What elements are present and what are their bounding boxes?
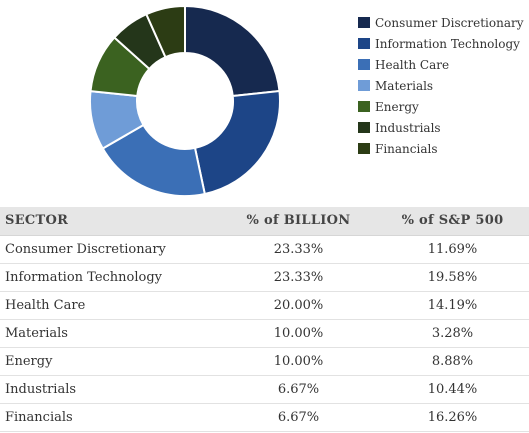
pct-sp500-value: 3.28% [376, 319, 529, 348]
sector-name: Consumer Discretionary [0, 235, 221, 264]
sector-name: Energy [0, 347, 221, 376]
column-header-pct-billion: % of BILLION [221, 207, 376, 236]
table-row: Financials 6.67% 16.26% [0, 403, 529, 432]
table-row: Health Care 20.00% 14.19% [0, 291, 529, 320]
legend-item[interactable]: Industrials [358, 117, 524, 138]
table-row: Consumer Discretionary 23.33% 11.69% [0, 235, 529, 264]
table-row: Energy 10.00% 8.88% [0, 347, 529, 376]
legend-label: Financials [375, 141, 438, 156]
legend-item[interactable]: Energy [358, 96, 524, 117]
pct-billion-value: 6.67% [221, 375, 376, 404]
legend-item[interactable]: Health Care [358, 54, 524, 75]
legend-swatch [358, 122, 370, 133]
column-header-sector: SECTOR [0, 207, 221, 236]
table-row: Information Technology 23.33% 19.58% [0, 263, 529, 292]
pct-billion-value: 10.00% [221, 347, 376, 376]
legend-label: Health Care [375, 57, 450, 72]
chart-legend: Consumer Discretionary Information Techn… [358, 12, 524, 159]
pct-sp500-value: 16.26% [376, 403, 529, 432]
donut-slice-financials[interactable] [145, 4, 186, 59]
sector-name: Information Technology [0, 263, 221, 292]
pct-billion-value: 10.00% [221, 319, 376, 348]
pct-billion-value: 6.67% [221, 403, 376, 432]
legend-swatch [358, 80, 370, 91]
legend-item[interactable]: Consumer Discretionary [358, 12, 524, 33]
sector-donut-chart [89, 4, 281, 197]
legend-swatch [358, 17, 370, 28]
pct-billion-value: 23.33% [221, 235, 376, 264]
legend-item[interactable]: Materials [358, 75, 524, 96]
pct-sp500-value: 11.69% [376, 235, 529, 264]
legend-label: Energy [375, 99, 419, 114]
sector-name: Health Care [0, 291, 221, 320]
sector-table: SECTOR % of BILLION % of S&P 500 Consume… [0, 207, 529, 432]
chart-area: Consumer Discretionary Information Techn… [0, 0, 529, 207]
legend-item[interactable]: Information Technology [358, 33, 524, 54]
pct-billion-value: 23.33% [221, 263, 376, 292]
legend-swatch [358, 101, 370, 112]
legend-swatch [358, 38, 370, 49]
table-header-row: SECTOR % of BILLION % of S&P 500 [0, 207, 529, 236]
table-row: Materials 10.00% 3.28% [0, 319, 529, 348]
legend-item[interactable]: Financials [358, 138, 524, 159]
legend-swatch [358, 59, 370, 70]
pct-billion-value: 20.00% [221, 291, 376, 320]
legend-swatch [358, 143, 370, 154]
legend-label: Consumer Discretionary [375, 15, 524, 30]
pct-sp500-value: 14.19% [376, 291, 529, 320]
legend-label: Information Technology [375, 36, 520, 51]
donut-slice-consumer-discretionary[interactable] [184, 4, 281, 98]
donut-slice-information-technology[interactable] [193, 89, 281, 196]
sector-name: Materials [0, 319, 221, 348]
pct-sp500-value: 19.58% [376, 263, 529, 292]
pct-sp500-value: 8.88% [376, 347, 529, 376]
pct-sp500-value: 10.44% [376, 375, 529, 404]
sector-name: Industrials [0, 375, 221, 404]
table-row: Industrials 6.67% 10.44% [0, 375, 529, 404]
column-header-pct-sp500: % of S&P 500 [376, 207, 529, 236]
legend-label: Materials [375, 78, 434, 93]
legend-label: Industrials [375, 120, 441, 135]
sector-name: Financials [0, 403, 221, 432]
